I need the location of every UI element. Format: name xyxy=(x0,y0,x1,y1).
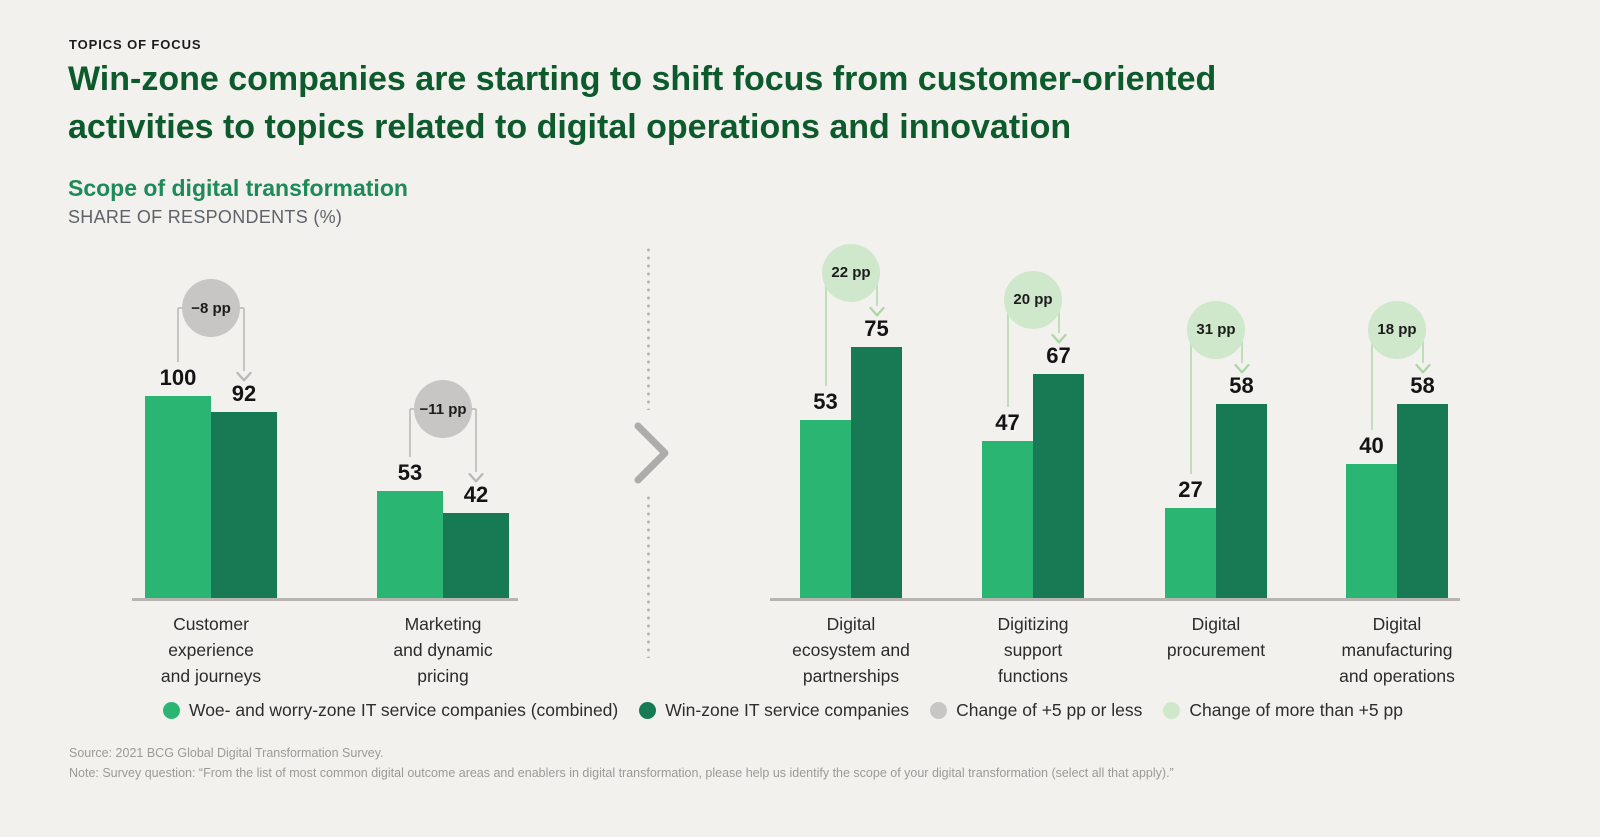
bar-group: −11 pp 53 42 Marketing and dynamic pricing xyxy=(377,240,509,686)
bar-value: 47 xyxy=(995,409,1020,435)
bar-value: 67 xyxy=(1046,342,1071,368)
badge-connector-line xyxy=(824,272,827,387)
after-shift-bar-chart: 22 pp 53 75 Digital ecosystem and partnersh… xyxy=(770,240,1460,686)
bar-win-zone xyxy=(443,513,509,598)
source-text: Source: 2021 BCG Global Digital Transfor… xyxy=(69,746,384,760)
badge-connector-line xyxy=(1006,299,1009,407)
bar-woe-worry-zone xyxy=(1165,507,1216,598)
badge-connector-line xyxy=(177,308,179,362)
bar-group: 31 pp 27 58 Digital procurement xyxy=(1165,240,1267,660)
before-shift-bar-chart: −8 pp 100 92 Customer experience and journe… xyxy=(132,240,518,686)
badge-connector-line xyxy=(1240,329,1243,363)
badge-connector-line xyxy=(1370,329,1373,430)
change-badge: −8 pp xyxy=(182,279,240,338)
badge-connector-line xyxy=(243,308,245,372)
change-badge: 18 pp xyxy=(1368,300,1426,359)
bar-woe-worry-zone xyxy=(982,440,1033,598)
bar-value: 42 xyxy=(463,482,489,508)
legend-item: Change of +5 pp or less xyxy=(930,700,1142,721)
arrow-down-icon xyxy=(1050,331,1067,344)
bar-win-zone xyxy=(1033,373,1084,598)
category-label: Customer experience and journeys xyxy=(160,614,262,686)
legend-item: Win-zone IT service companies xyxy=(639,700,909,721)
bar-value: 75 xyxy=(864,315,889,341)
arrow-down-icon xyxy=(236,369,252,382)
arrow-down-icon xyxy=(868,304,885,317)
category-label: Marketing and dynamic pricing xyxy=(393,614,493,686)
change-badge: 31 pp xyxy=(1187,300,1245,359)
legend-label: Win-zone IT service companies xyxy=(665,700,910,720)
bar-value: 53 xyxy=(813,389,838,415)
change-badge: −11 pp xyxy=(414,380,472,439)
bar-woe-worry-zone xyxy=(1346,464,1397,598)
chart-subtitle: SHARE OF RESPONDENTS (%) xyxy=(68,207,343,227)
dotted-line-bottom xyxy=(647,494,650,658)
chevron-right-icon xyxy=(634,422,669,484)
category-label: Digitizing support functions xyxy=(997,614,1069,686)
bar-group: 18 pp 40 58 Digital manufacturing and opera… xyxy=(1339,240,1455,686)
category-label: Digital ecosystem and partnerships xyxy=(792,614,910,686)
badge-connector-line xyxy=(409,409,411,457)
legend-dot-icon xyxy=(163,702,180,719)
bar-group: −8 pp 100 92 Customer experience and journe… xyxy=(145,240,277,686)
bar-woe-worry-zone xyxy=(145,396,211,598)
bar-value: 27 xyxy=(1178,476,1203,502)
badge-connector-line xyxy=(875,272,878,306)
change-badge: 22 pp xyxy=(822,243,880,302)
legend-label: Change of +5 pp or less xyxy=(956,700,1143,720)
legend-label: Change of more than +5 pp xyxy=(1189,700,1403,720)
badge-connector-line xyxy=(1189,329,1192,474)
legend-item: Change of more than +5 pp xyxy=(1163,700,1403,721)
bar-group: 20 pp 47 67 Digitizing support functions xyxy=(982,240,1084,686)
arrow-down-icon xyxy=(1233,361,1250,374)
legend-dot-icon xyxy=(930,702,948,719)
badge-connector-line xyxy=(1057,299,1060,333)
before-after-divider xyxy=(632,246,672,658)
arrow-down-icon xyxy=(468,470,484,483)
bar-win-zone xyxy=(211,412,277,598)
bar-win-zone xyxy=(1216,403,1267,598)
bar-value: 53 xyxy=(397,459,423,485)
dotted-line-top xyxy=(647,246,650,410)
bar-value: 92 xyxy=(231,381,257,407)
bar-value: 58 xyxy=(1410,372,1435,398)
bar-value: 40 xyxy=(1359,433,1384,458)
arrow-down-icon xyxy=(1414,361,1431,374)
bar-group: 22 pp 53 75 Digital ecosystem and partnersh… xyxy=(792,240,910,686)
change-badge: 20 pp xyxy=(1004,270,1062,329)
bar-win-zone xyxy=(1397,403,1448,598)
legend-dot-icon xyxy=(639,702,657,719)
note-text: Note: Survey question: “From the list of… xyxy=(69,766,1174,780)
kicker: TOPICS OF FOCUS xyxy=(69,37,202,52)
chart-title: Scope of digital transformation xyxy=(68,175,408,201)
badge-connector-line xyxy=(1421,329,1424,363)
bar-win-zone xyxy=(851,346,902,598)
bar-woe-worry-zone xyxy=(800,420,851,598)
legend-item: Woe- and worry-zone IT service companies… xyxy=(163,700,618,721)
category-label: Digital procurement xyxy=(1166,614,1266,660)
legend-label: Woe- and worry-zone IT service companies… xyxy=(189,700,619,720)
legend: Woe- and worry-zone IT service companies… xyxy=(163,700,1403,721)
legend-dot-icon xyxy=(1163,702,1181,719)
page-title: Win-zone companies are starting to shift… xyxy=(68,60,1217,146)
bar-woe-worry-zone xyxy=(377,490,443,598)
bar-value: 100 xyxy=(159,365,197,390)
bar-value: 58 xyxy=(1229,372,1254,398)
category-label: Digital manufacturing and operations xyxy=(1339,614,1455,686)
badge-connector-line xyxy=(475,409,477,473)
